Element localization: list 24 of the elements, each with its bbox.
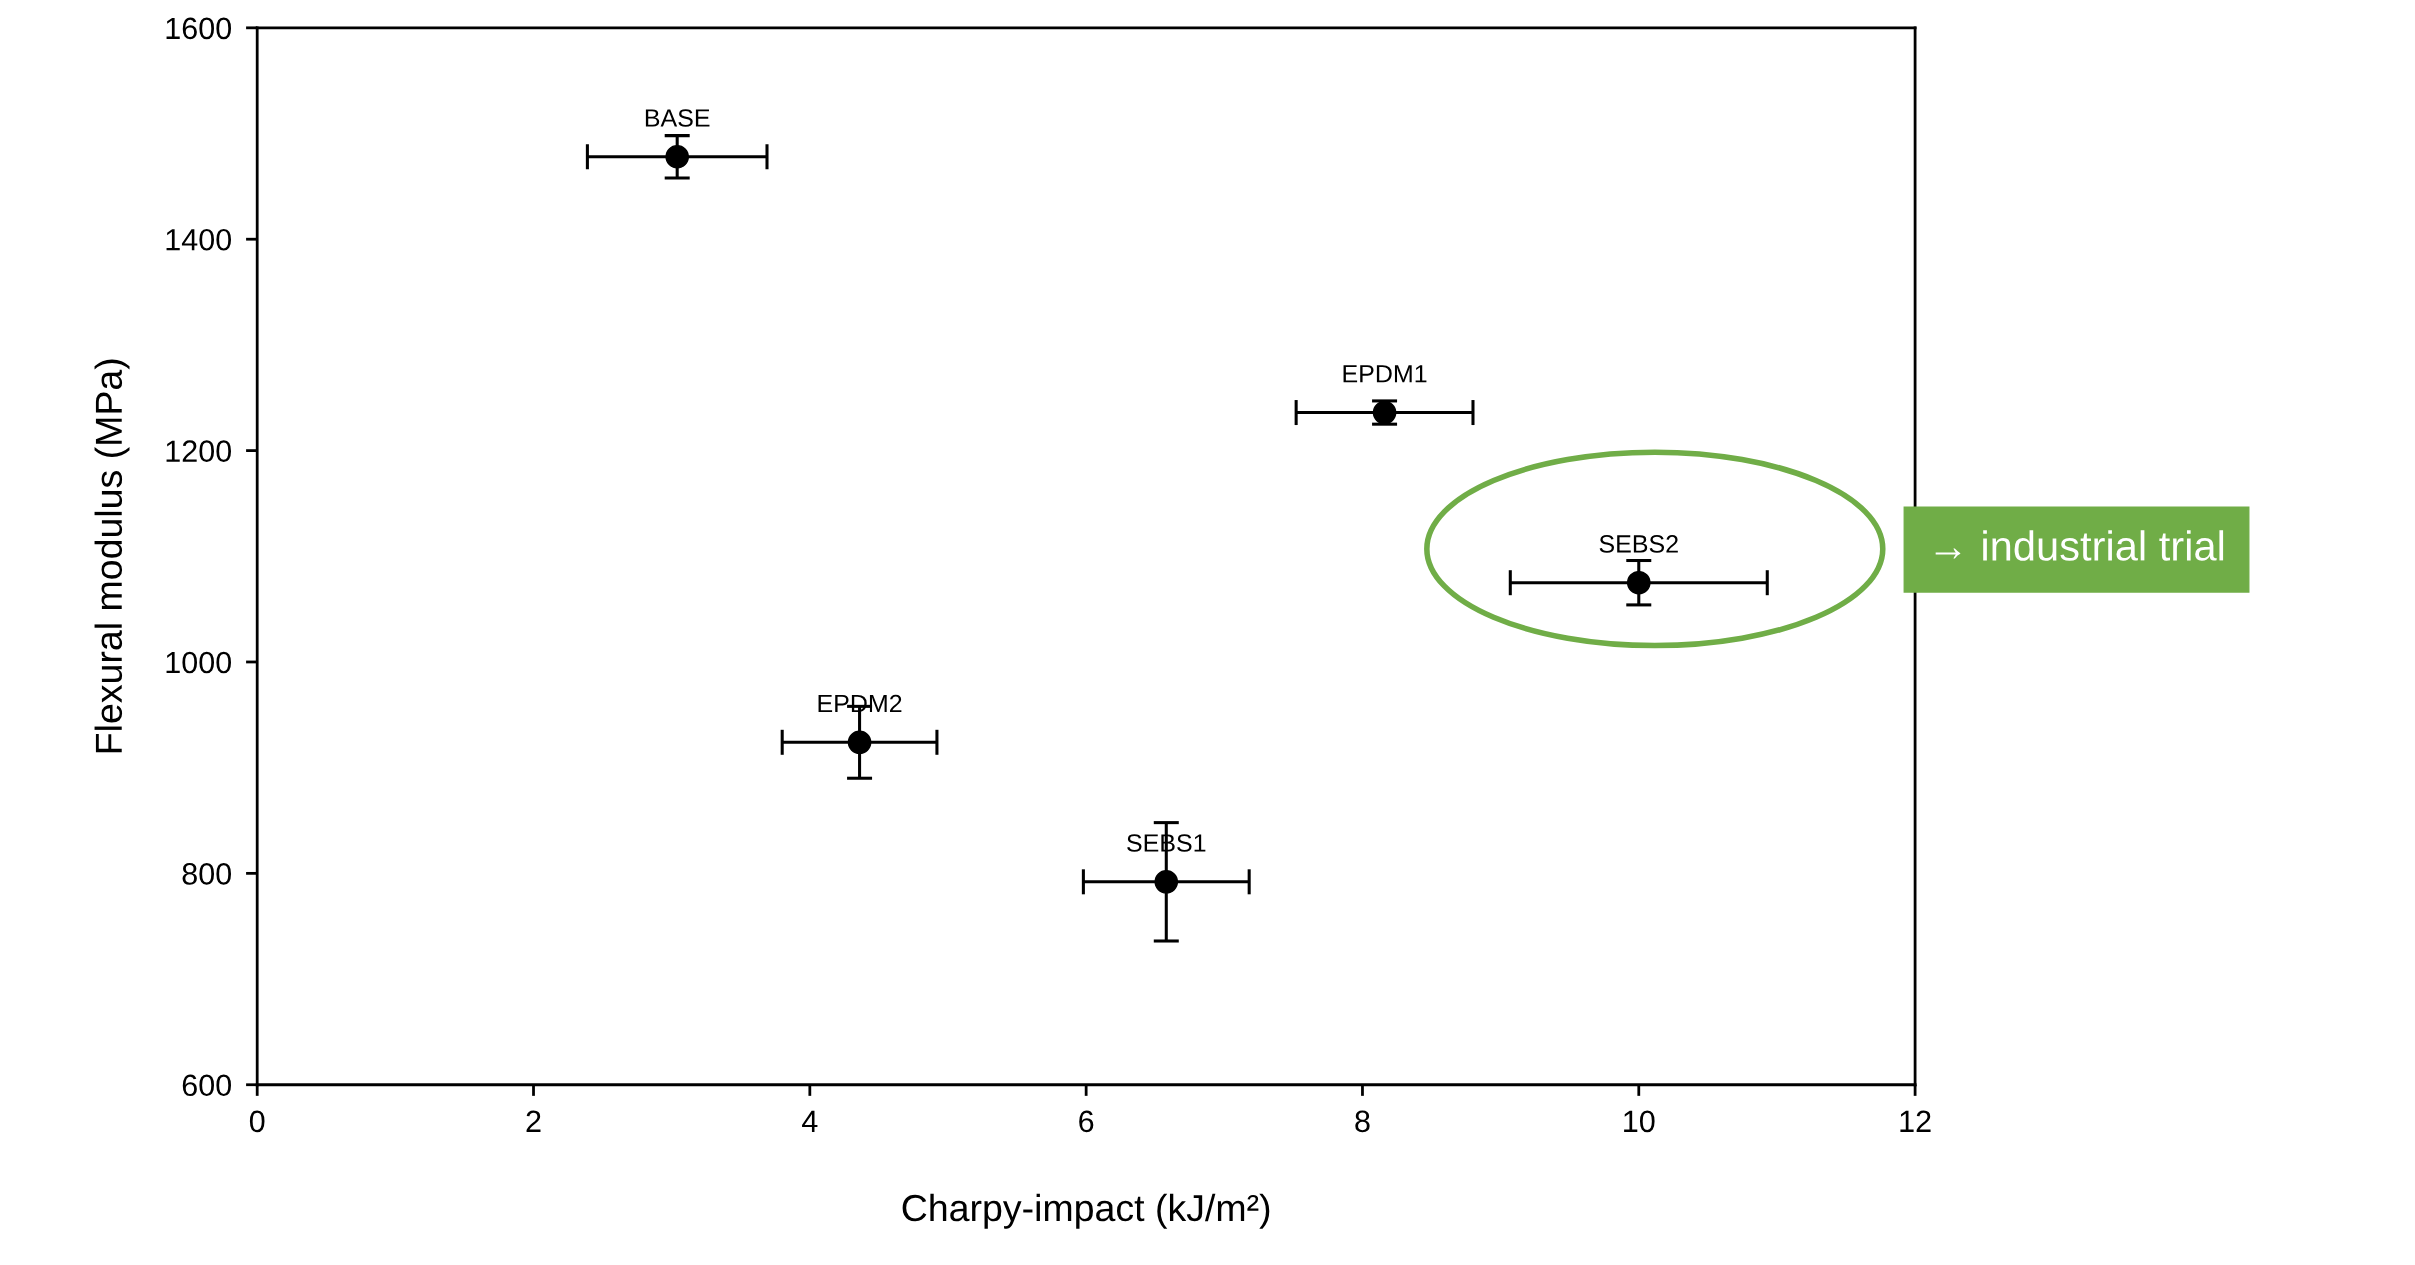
text: → industrial trial <box>1935 530 2224 561</box>
x-tick-label: 10 <box>1624 1110 1655 1133</box>
y-tick-label: 800 <box>182 863 232 885</box>
annotation: SEBS2 <box>1599 535 1678 553</box>
annotation: EPDM1 <box>1343 365 1427 383</box>
annotation: BASE <box>645 109 710 127</box>
x-axis-title: Charpy-impact (kJ/m²) <box>902 1193 1270 1229</box>
y-tick-label: 1200 <box>166 440 232 462</box>
annotation: EPDM2 <box>818 694 902 713</box>
y-tick-label: 1600 <box>166 17 232 40</box>
x-tick-label: 12 <box>1900 1110 1931 1132</box>
point <box>1154 870 1179 894</box>
x-tick-label: 6 <box>1079 1110 1094 1133</box>
y-tick-label: 600 <box>182 1074 232 1097</box>
point <box>847 730 872 755</box>
x-tick-label: 0 <box>249 1110 265 1133</box>
y-tick-label: 1400 <box>166 228 232 251</box>
x-tick-label: 2 <box>526 1110 541 1132</box>
y-axis-title: Flexural modulus (MPa) <box>94 359 130 753</box>
point <box>1626 570 1651 595</box>
x-tick-label: 4 <box>802 1110 818 1132</box>
y-tick-label: 1000 <box>166 651 232 674</box>
x-tick-label: 8 <box>1355 1110 1370 1133</box>
point <box>665 144 690 169</box>
